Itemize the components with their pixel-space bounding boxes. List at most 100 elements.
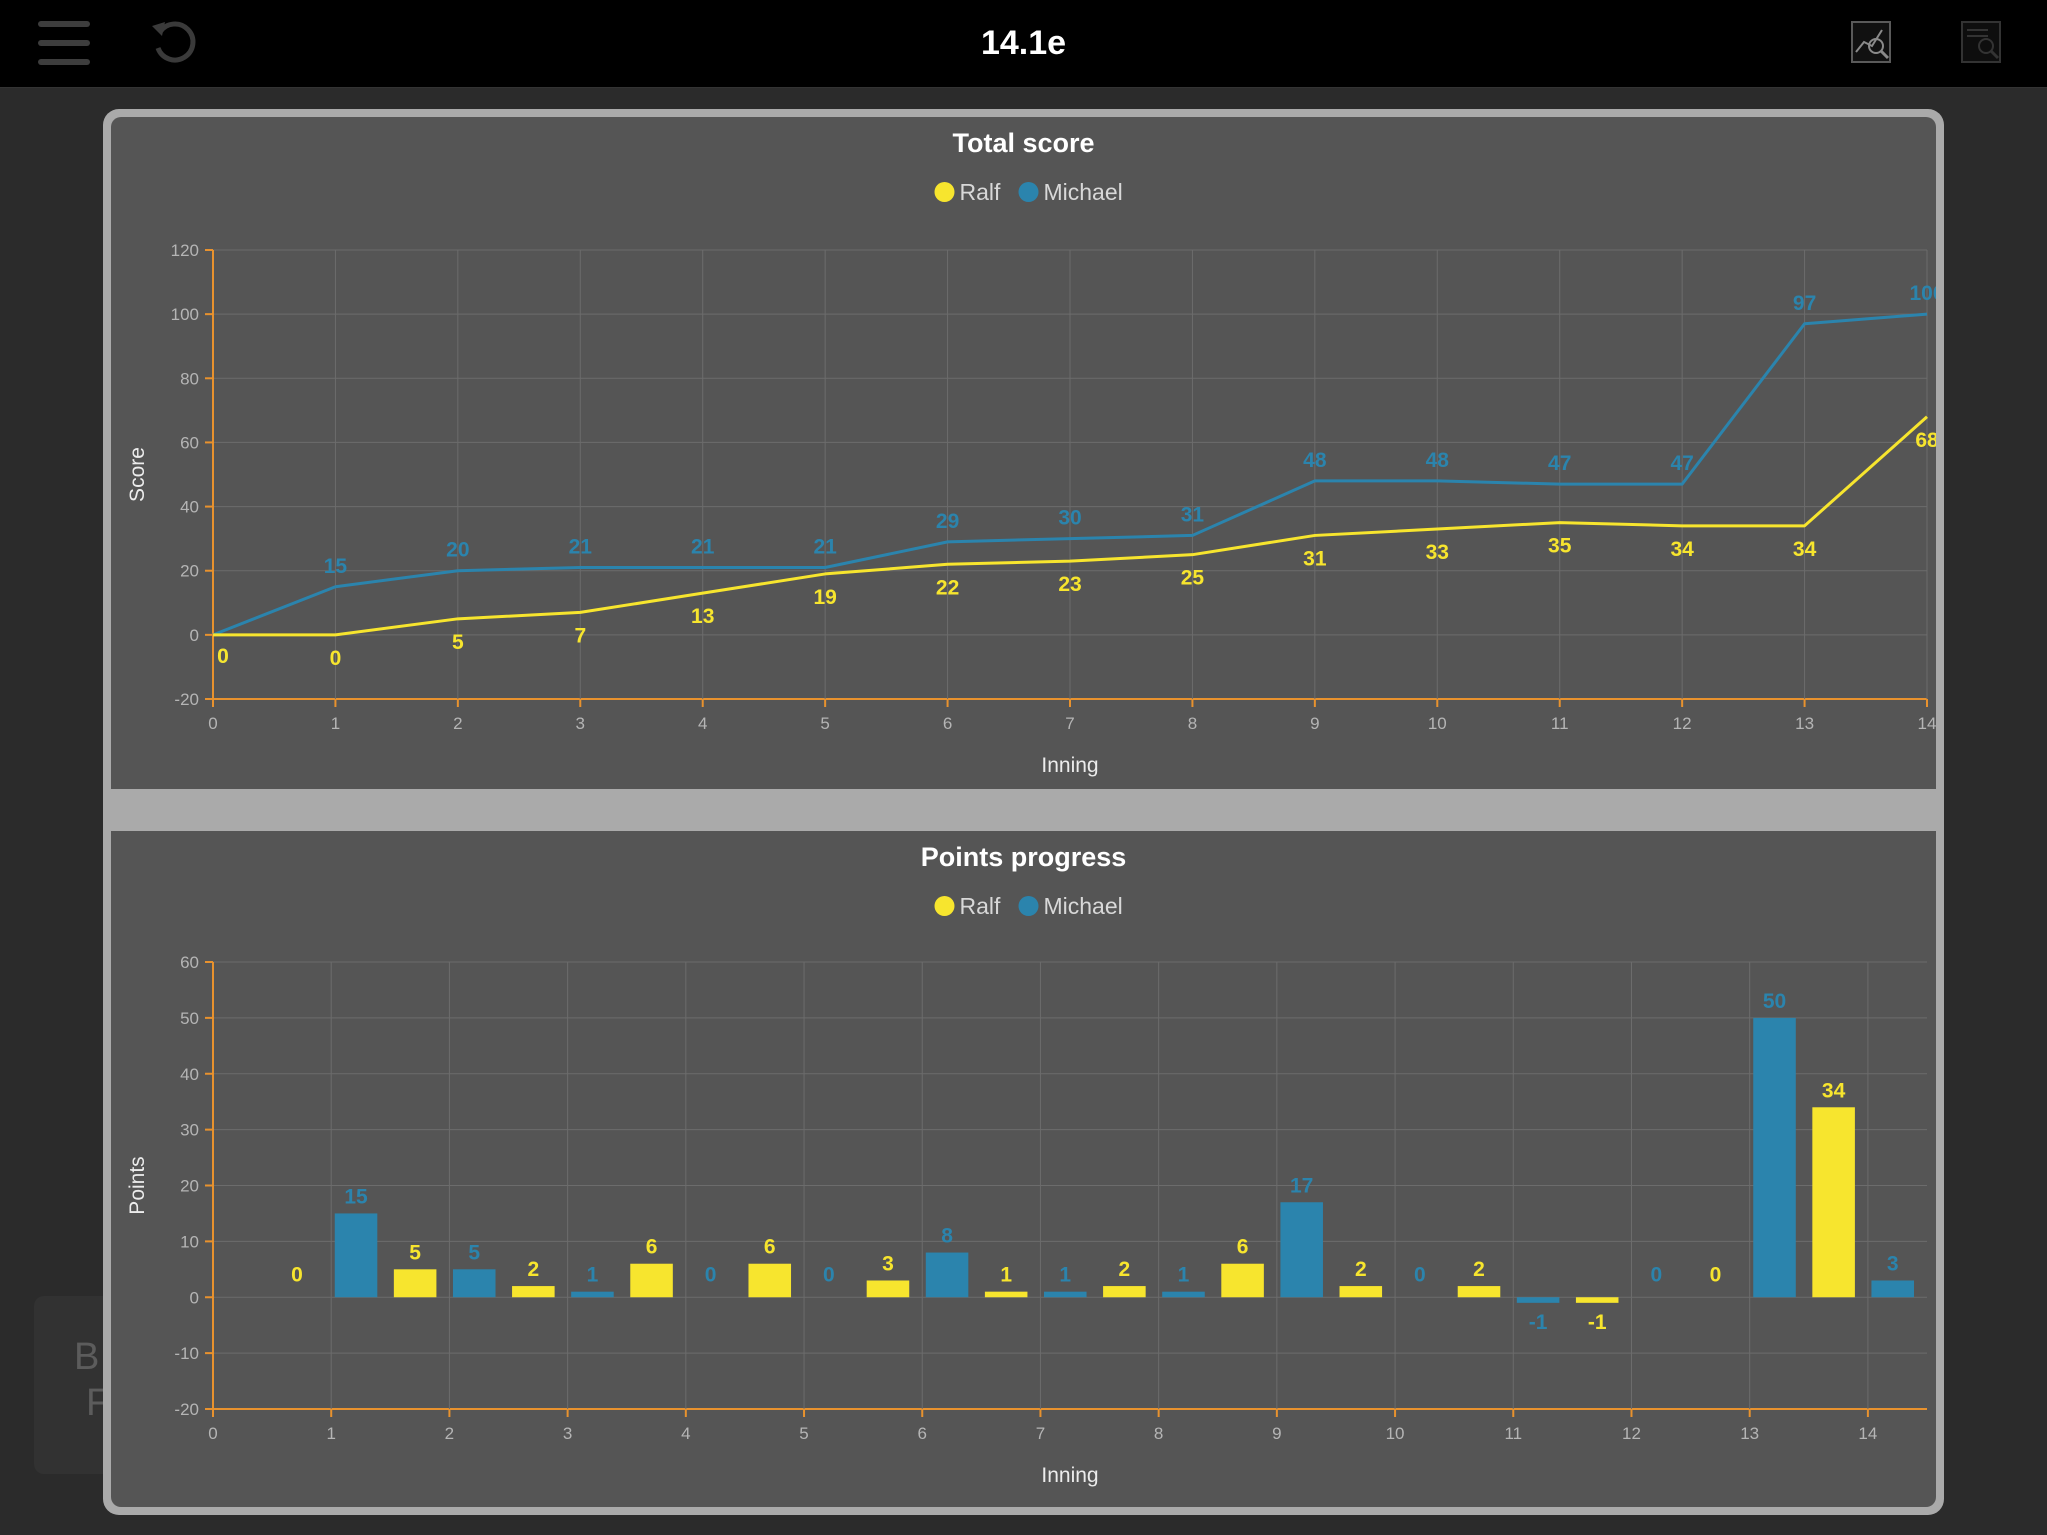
total-score-x-axis-title: Inning [1041,754,1098,777]
x-tick-label: 13 [1740,1424,1759,1443]
bar-label-michael: 1 [587,1264,599,1287]
undo-icon[interactable] [148,16,200,68]
legend-michael-marker [1018,182,1039,202]
x-tick-label: 14 [1858,1424,1877,1443]
x-tick-label: 0 [208,714,217,733]
y-tick-label: 80 [180,369,199,388]
bar-label-ralf: 1 [1000,1264,1012,1287]
legend-ralf-label: Ralf [960,179,1002,205]
x-tick-label: 3 [563,1424,572,1443]
bar-ralf [1339,1286,1383,1298]
bar-ralf [1221,1263,1264,1298]
y-tick-label: 30 [180,1121,199,1140]
x-tick-label: 5 [799,1424,808,1443]
document-search-icon[interactable] [1958,16,2006,68]
points-progress-y-axis-title: Points [126,1156,149,1214]
data-label-michael: 15 [324,555,348,578]
data-label-michael: 20 [446,539,469,562]
bar-ralf [866,1280,910,1298]
data-label-ralf: 33 [1426,541,1449,564]
bar-ralf [984,1291,1028,1298]
bar-ralf [748,1263,792,1298]
x-tick-label: 11 [1551,714,1569,733]
bar-ralf [393,1269,437,1298]
bar-michael [925,1252,969,1298]
y-tick-label: -20 [174,690,199,709]
data-label-ralf: 0 [330,647,342,670]
y-tick-label: -10 [174,1344,199,1363]
x-tick-label: 5 [820,714,829,733]
bar-label-michael: 17 [1290,1174,1313,1197]
data-label-ralf: 19 [813,586,836,609]
bar-label-michael: 15 [344,1185,368,1208]
y-tick-label: 40 [180,498,199,517]
hamburger-menu-icon[interactable] [36,17,92,69]
y-tick-label: 20 [180,562,199,581]
bar-label-michael: 5 [468,1241,480,1264]
data-label-michael: 48 [1303,449,1327,472]
bar-michael [452,1269,496,1298]
x-tick-label: 6 [918,1424,927,1443]
x-tick-label: 6 [943,714,952,733]
data-label-ralf: 22 [936,576,959,599]
y-tick-label: 0 [190,1288,199,1307]
data-label-michael: 100 [1909,282,1936,305]
y-tick-label: 40 [180,1065,199,1084]
bar-michael [1280,1202,1323,1298]
points-progress-x-axis-title: Inning [1041,1464,1098,1487]
bar-michael [1753,1017,1796,1298]
x-tick-label: 11 [1504,1424,1522,1443]
data-label-michael: 29 [936,510,959,533]
bar-michael [1516,1297,1560,1303]
bar-label-michael: 50 [1763,990,1786,1013]
legend-michael-label: Michael [1044,893,1123,919]
x-tick-label: 10 [1428,714,1447,733]
legend-ralf-label: Ralf [960,893,1002,919]
bar-michael [334,1213,378,1298]
bar-label-ralf: 6 [764,1236,776,1259]
total-score-y-axis-title: Score [126,447,149,502]
x-tick-label: 12 [1673,714,1692,733]
data-label-michael: 31 [1181,503,1205,526]
x-tick-label: 12 [1622,1424,1641,1443]
data-label-michael: 21 [813,536,837,559]
charts-panel: Total score Ralf Michael -20 0 20 40 60 80 100 120… [103,109,1944,1515]
total-score-chart: Total score Ralf Michael -20 0 20 40 60 80 100 120… [111,117,1936,789]
data-label-ralf: 13 [691,605,714,628]
y-tick-label: 120 [171,241,199,260]
data-label-michael: 21 [691,536,715,559]
bar-label-michael: 1 [1059,1264,1071,1287]
bar-label-michael: 0 [705,1263,717,1286]
y-tick-label: 10 [180,1232,199,1251]
line-michael [212,312,1928,637]
background-text-1: B [74,1336,100,1378]
data-label-ralf: 0 [217,645,229,668]
x-tick-label: 1 [326,1424,335,1443]
data-label-michael: 30 [1058,507,1081,530]
bar-ralf [1103,1286,1146,1298]
data-label-ralf: 23 [1058,573,1081,596]
x-tick-label: 3 [576,714,585,733]
x-tick-label: 7 [1065,714,1074,733]
bar-label-michael: -1 [1529,1311,1548,1334]
points-progress-chart: Points progress Ralf Michael -20 -10 0 10 20 30 4… [111,831,1936,1507]
chart-search-icon[interactable] [1848,16,1896,68]
data-label-ralf: 34 [1793,538,1817,561]
bar-ralf [1575,1297,1619,1303]
data-label-ralf: 35 [1548,535,1572,558]
x-tick-label: 4 [681,1424,690,1443]
legend-ralf-marker [934,182,955,202]
y-tick-label: -20 [174,1400,199,1419]
bar-label-ralf: 2 [1473,1258,1485,1281]
bar-label-michael: 0 [1650,1263,1662,1286]
total-score-title: Total score [952,128,1094,158]
x-tick-label: 8 [1154,1424,1163,1443]
legend-michael-label: Michael [1044,179,1123,205]
bar-label-michael: 3 [1887,1252,1899,1275]
bar-michael [1162,1291,1205,1298]
data-label-michael: 48 [1426,449,1450,472]
y-tick-label: 0 [190,626,199,645]
x-tick-label: 1 [331,714,340,733]
bar-label-ralf: 5 [409,1241,421,1264]
